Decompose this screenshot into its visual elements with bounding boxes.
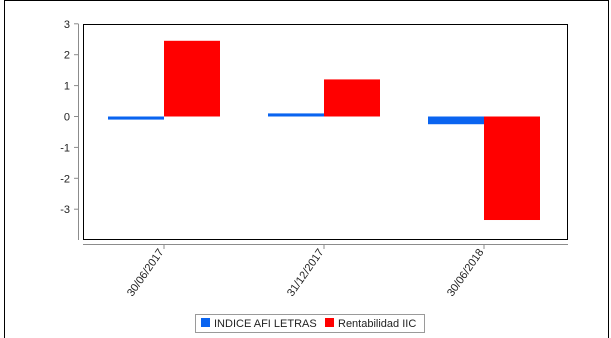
legend-label-rentabilidad: Rentabilidad IIC (338, 318, 416, 330)
bar-rentabilidad-2 (484, 116, 540, 221)
y-tick-label: -1 (60, 142, 70, 154)
y-tick-label: 0 (64, 112, 70, 124)
y-tick-label: 2 (64, 50, 70, 62)
bar-indice-2 (428, 116, 484, 125)
x-tick-label: 30/06/2017 (125, 247, 166, 299)
bar-series-group (108, 40, 540, 221)
x-tick-label: 30/06/2018 (445, 247, 486, 299)
y-tick-label: -2 (60, 173, 70, 185)
bar-rentabilidad-1 (324, 79, 380, 117)
x-tick-label: 31/12/2017 (285, 247, 326, 299)
y-tick-label: 1 (64, 81, 70, 93)
y-tick-label: -3 (60, 204, 70, 216)
legend-swatch-rentabilidad (325, 318, 334, 327)
y-axis-ticks: 3 2 1 0 -1 -2 -3 (60, 19, 79, 216)
legend-swatch-indice (201, 318, 210, 327)
y-tick-label: 3 (64, 19, 70, 31)
legend-box (195, 314, 425, 333)
bar-rentabilidad-0 (164, 40, 220, 117)
x-axis-ticks: 30/06/2017 31/12/2017 30/06/2018 (125, 244, 486, 299)
legend-label-indice: INDICE AFI LETRAS (214, 318, 317, 330)
bar-indice-0 (108, 116, 164, 120)
bar-indice-1 (268, 113, 324, 117)
legend: INDICE AFI LETRAS Rentabilidad IIC (195, 314, 425, 333)
